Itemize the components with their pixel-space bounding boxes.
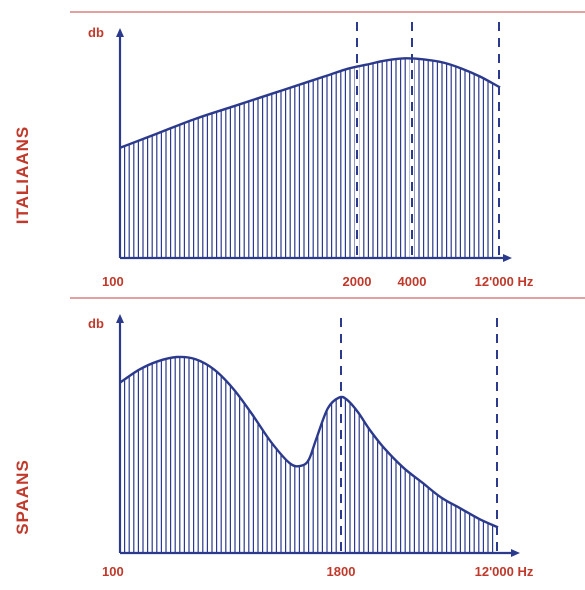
x-tick-label: 1800	[327, 564, 356, 579]
x-tick-label: 4000	[398, 274, 427, 289]
panel-language-label: ITALIAANS	[13, 126, 32, 224]
series-curve	[119, 57, 501, 149]
x-tick-label: 12'000 Hz	[475, 564, 534, 579]
y-axis-label: db	[88, 25, 104, 40]
x-axis-arrow	[511, 549, 520, 557]
x-tick-label: 100	[102, 274, 124, 289]
area-hatching	[120, 356, 498, 553]
y-axis-arrow	[116, 28, 124, 37]
y-axis-label: db	[88, 316, 104, 331]
x-axis-arrow	[503, 254, 512, 262]
area-hatching	[120, 58, 498, 258]
series-curve	[119, 355, 499, 529]
chart-spaans: db 100 1800 12'000 Hz SPAANS	[13, 297, 585, 579]
panel-language-label: SPAANS	[13, 459, 32, 535]
chart-italiaans: db 100 2000 4000 12'000 Hz ITALIAANS	[13, 11, 585, 289]
x-tick-label: 12'000 Hz	[475, 274, 534, 289]
x-tick-label: 2000	[343, 274, 372, 289]
y-axis-arrow	[116, 314, 124, 323]
x-tick-label: 100	[102, 564, 124, 579]
